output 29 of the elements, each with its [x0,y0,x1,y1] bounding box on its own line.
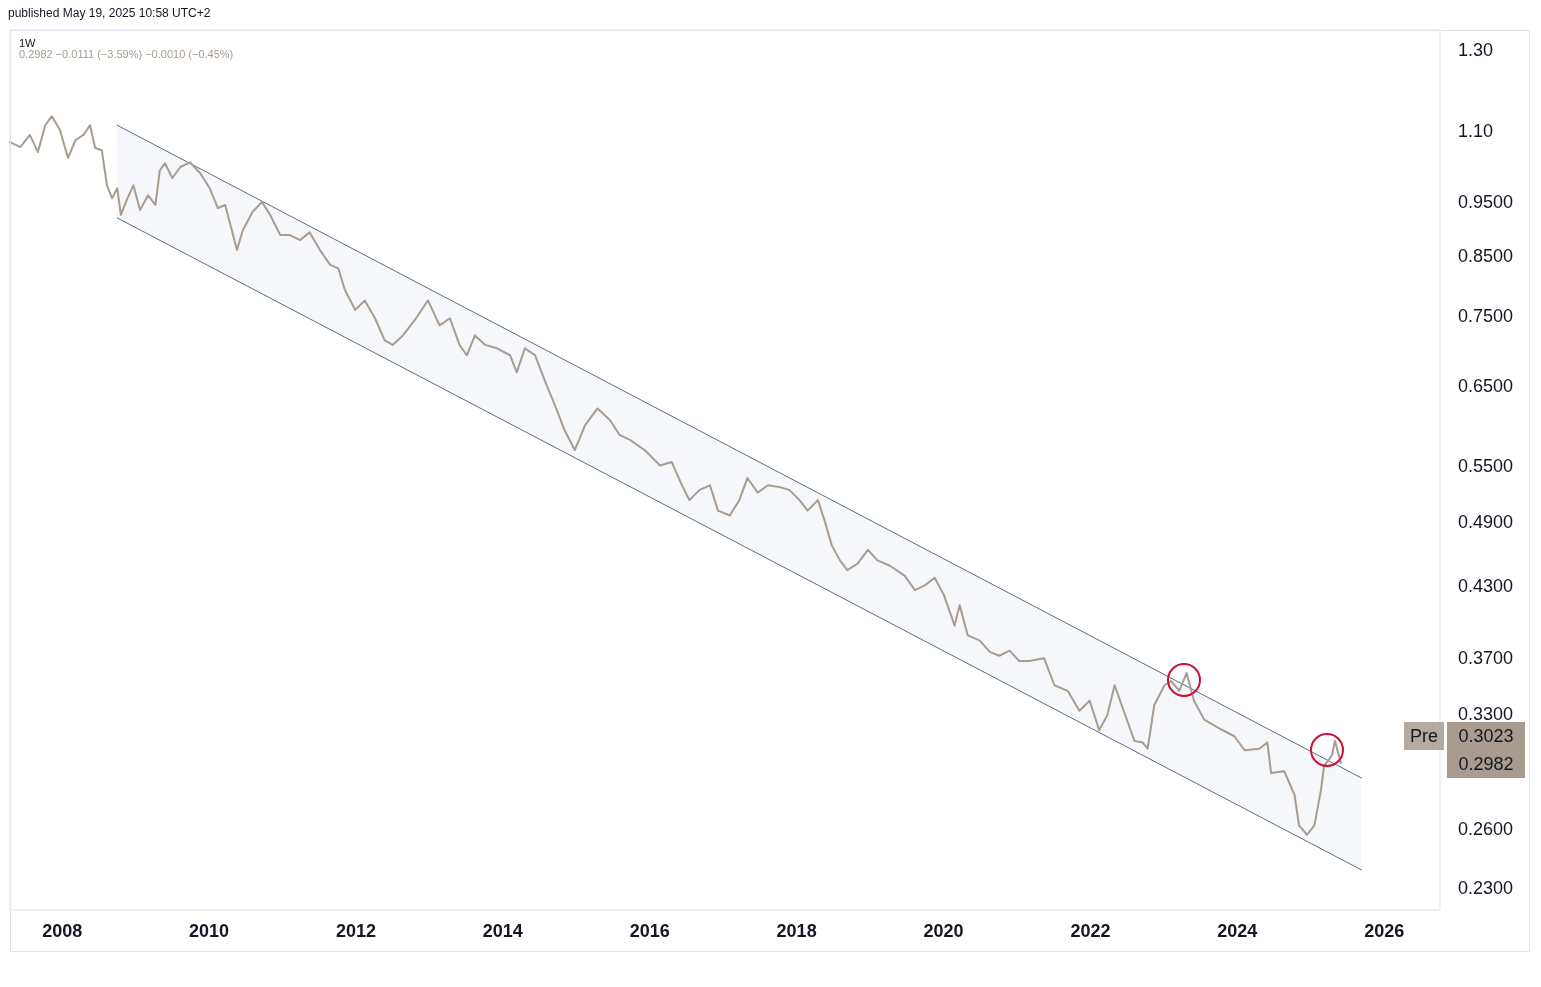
text: published May 19, 2025 10:58 UTC+2 [8,6,211,20]
x-tick-label: 2024 [1217,921,1258,941]
y-tick-label: 0.2300 [1458,878,1514,899]
y-tick-label: 0.8500 [1458,245,1514,266]
x-tick-label: 2008 [42,921,83,941]
x-tick-label: 2016 [629,921,670,941]
text: 0.2982 −0.0111 (−3.59%) −0.0010 (−0.45%) [19,47,234,60]
x-tick-label: 2014 [482,921,523,941]
y-tick-label: 0.4900 [1458,512,1514,533]
text: 0.3023 [1458,726,1514,746]
x-tick-label: 2018 [776,921,817,941]
y-tick-label: 1.10 [1458,120,1494,141]
y-tick-label: 0.5500 [1458,456,1514,477]
text: 1W [19,36,37,49]
x-tick-label: 2020 [923,921,964,941]
y-tick-label: 0.3700 [1458,648,1514,669]
y-tick-label: 0.9500 [1458,191,1514,212]
x-tick-label: 2010 [189,921,230,941]
y-tick-label: 0.3300 [1458,703,1514,724]
y-tick-label: 0.4300 [1458,575,1514,596]
x-tick-label: 2022 [1070,921,1111,941]
annotation: Pre [1409,726,1439,746]
y-tick-label: 0.6500 [1458,375,1514,396]
text: 0.2982 [1458,754,1514,774]
x-tick-label: 2012 [335,921,376,941]
y-tick-label: 0.2600 [1458,819,1514,840]
y-tick-label: 0.7500 [1458,306,1514,327]
x-tick-label: 2026 [1364,921,1405,941]
y-tick-label: 1.30 [1458,40,1494,61]
